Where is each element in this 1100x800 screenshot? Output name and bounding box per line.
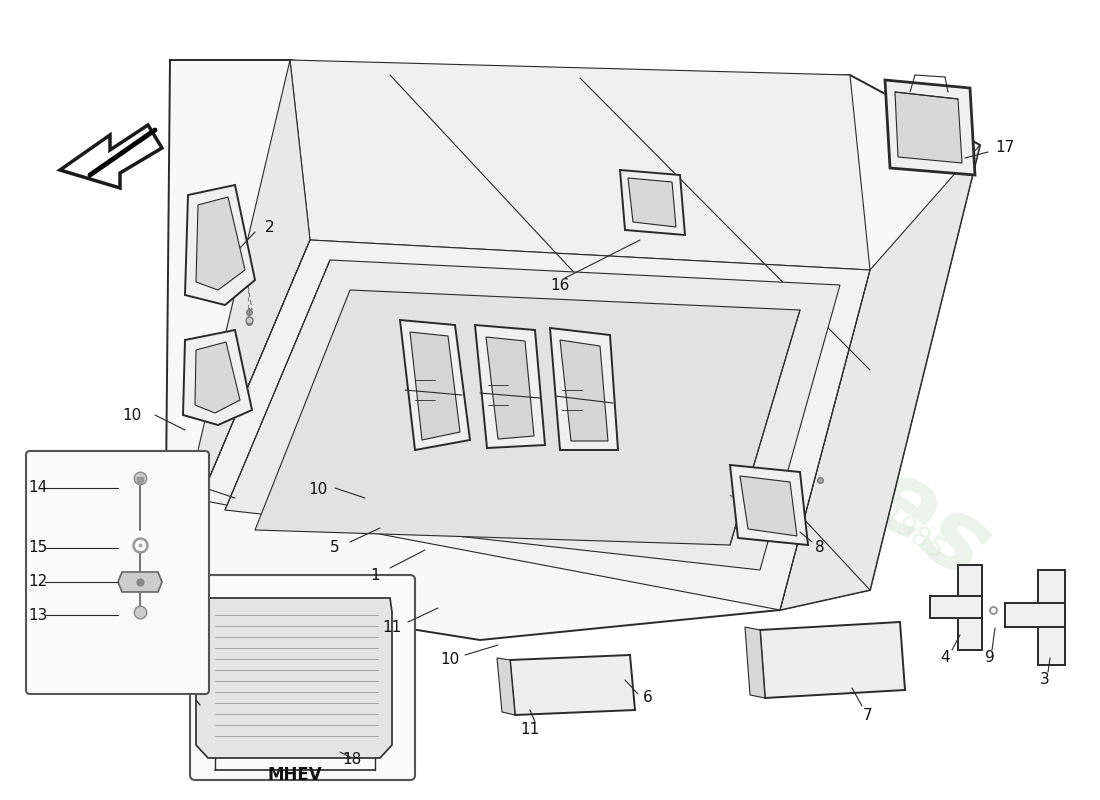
- Text: 10: 10: [308, 482, 328, 498]
- Text: 6: 6: [644, 690, 653, 706]
- Text: 14: 14: [29, 481, 47, 495]
- Text: 11: 11: [383, 621, 402, 635]
- Polygon shape: [780, 145, 980, 610]
- Polygon shape: [195, 342, 240, 413]
- Text: 17: 17: [996, 141, 1014, 155]
- Text: 3: 3: [1041, 673, 1049, 687]
- Text: eurospares: eurospares: [433, 159, 1006, 601]
- Polygon shape: [165, 60, 310, 590]
- Text: passion for parts since 1985: passion for parts since 1985: [610, 316, 949, 564]
- Text: 12: 12: [29, 574, 47, 590]
- FancyBboxPatch shape: [190, 575, 415, 780]
- Polygon shape: [400, 320, 470, 450]
- Text: 5: 5: [330, 541, 340, 555]
- Text: 16: 16: [550, 278, 570, 293]
- Polygon shape: [1038, 570, 1065, 665]
- Polygon shape: [895, 92, 962, 163]
- Polygon shape: [185, 185, 255, 305]
- Polygon shape: [886, 80, 975, 175]
- Polygon shape: [740, 476, 798, 536]
- Polygon shape: [730, 465, 808, 545]
- Text: 8: 8: [815, 541, 825, 555]
- Text: 13: 13: [29, 607, 47, 622]
- Polygon shape: [475, 325, 544, 448]
- Text: 9: 9: [986, 650, 994, 666]
- Polygon shape: [226, 260, 840, 570]
- Text: 10: 10: [122, 407, 142, 422]
- Polygon shape: [510, 655, 635, 715]
- Polygon shape: [497, 658, 515, 715]
- Polygon shape: [930, 596, 982, 618]
- Text: 10: 10: [440, 653, 460, 667]
- Text: 15: 15: [29, 541, 47, 555]
- Text: 11: 11: [520, 722, 540, 738]
- Text: 1: 1: [371, 567, 380, 582]
- Polygon shape: [255, 290, 800, 545]
- Text: 18: 18: [342, 753, 362, 767]
- Text: 7: 7: [864, 707, 872, 722]
- Polygon shape: [200, 240, 870, 610]
- Polygon shape: [183, 330, 252, 425]
- Text: 2: 2: [265, 221, 275, 235]
- Text: MHEV: MHEV: [267, 766, 322, 784]
- Polygon shape: [196, 197, 245, 290]
- Polygon shape: [620, 170, 685, 235]
- Polygon shape: [410, 332, 460, 440]
- Polygon shape: [550, 328, 618, 450]
- Polygon shape: [560, 340, 608, 441]
- Polygon shape: [745, 627, 764, 698]
- Polygon shape: [486, 337, 534, 439]
- Polygon shape: [958, 565, 982, 650]
- Text: 11: 11: [178, 481, 198, 495]
- FancyBboxPatch shape: [26, 451, 209, 694]
- Polygon shape: [290, 60, 870, 270]
- Polygon shape: [60, 125, 162, 188]
- Polygon shape: [760, 622, 905, 698]
- Text: 4: 4: [940, 650, 949, 666]
- Polygon shape: [118, 572, 162, 592]
- Polygon shape: [196, 598, 392, 758]
- Polygon shape: [1005, 603, 1065, 627]
- Polygon shape: [165, 60, 980, 640]
- Polygon shape: [628, 178, 676, 227]
